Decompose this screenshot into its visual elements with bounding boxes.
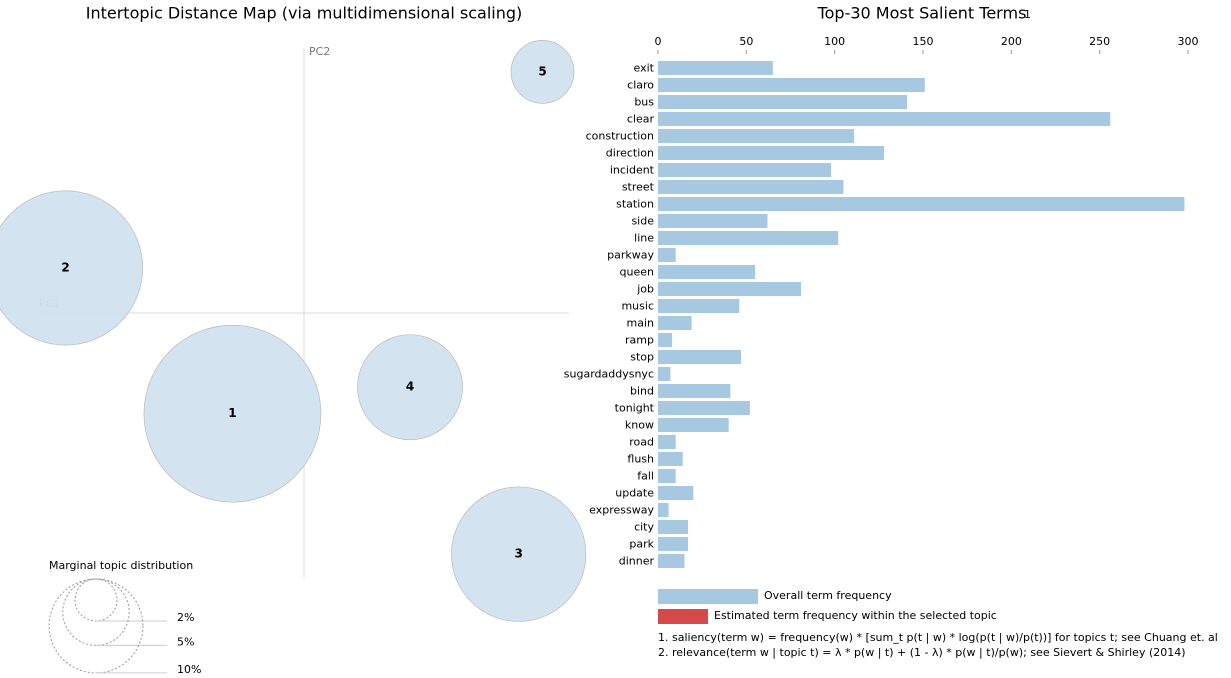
x-tick-label: 250: [1089, 35, 1110, 48]
bar: [658, 112, 1111, 126]
size-legend-circle: [62, 578, 130, 646]
bar: [658, 180, 844, 194]
bar: [658, 367, 671, 381]
legend-label: Estimated term frequency within the sele…: [714, 609, 997, 622]
footnote: 2. relevance(term w | topic t) = λ * p(w…: [658, 646, 1186, 659]
chart-title: Intertopic Distance Map (via multidimens…: [86, 4, 523, 23]
chart-title: Top-30 Most Salient Terms: [817, 4, 1027, 23]
y-tick-label: street: [622, 181, 655, 194]
bar: [658, 61, 773, 75]
y-tick-label: direction: [606, 147, 654, 160]
y-tick-label: parkway: [607, 249, 654, 262]
bar: [658, 333, 673, 347]
legend-swatch: [658, 589, 758, 604]
bar: [658, 350, 742, 364]
y-tick-label: park: [629, 538, 654, 551]
bar: [658, 537, 689, 551]
x-tick-label: 200: [1001, 35, 1022, 48]
size-legend-circle: [48, 578, 144, 674]
size-legend-title: Marginal topic distribution: [49, 559, 193, 572]
y-tick-label: incident: [610, 164, 655, 177]
y-tick-label: bind: [630, 385, 654, 398]
bar: [658, 316, 692, 330]
y-tick-label: expressway: [589, 504, 654, 517]
bar: [658, 469, 676, 483]
topic-bubble: [510, 39, 575, 104]
y-tick-label: job: [636, 283, 654, 296]
topic-bubble: [451, 486, 587, 622]
bar: [658, 299, 740, 313]
size-legend-label: 5%: [177, 635, 194, 648]
topic-bubble: [0, 190, 143, 346]
y-tick-label: sugardaddysnyc: [564, 368, 654, 381]
legend-label: Overall term frequency: [764, 589, 892, 602]
x-tick-label: 300: [1178, 35, 1199, 48]
y-tick-label: construction: [586, 130, 654, 143]
bar: [658, 265, 756, 279]
bar: [658, 520, 689, 534]
y-tick-label: station: [616, 198, 654, 211]
y-tick-label: main: [627, 317, 655, 330]
bar: [658, 435, 676, 449]
y-tick-label: bus: [634, 96, 654, 109]
topic-label: 2: [61, 260, 69, 274]
y-tick-label: dinner: [619, 555, 655, 568]
topic-label: 1: [228, 406, 236, 420]
y-tick-label: update: [615, 487, 654, 500]
topic-label: 4: [406, 380, 414, 394]
bar: [658, 384, 731, 398]
topic-bubble: [357, 334, 463, 441]
bar: [658, 231, 839, 245]
y-tick-label: flush: [627, 453, 654, 466]
y-tick-label: stop: [630, 351, 654, 364]
bar: [658, 197, 1185, 211]
x-tick-label: 50: [739, 35, 753, 48]
title-superscript: 1: [1024, 8, 1031, 21]
y-tick-label: road: [629, 436, 654, 449]
x-tick-label: 100: [824, 35, 845, 48]
y-tick-label: side: [631, 215, 654, 228]
bar: [658, 129, 855, 143]
size-legend-circle: [74, 578, 118, 622]
bar: [658, 95, 908, 109]
bar: [658, 452, 683, 466]
y-tick-label: ramp: [625, 334, 654, 347]
bar: [658, 214, 768, 228]
bar: [658, 248, 676, 262]
size-legend-label: 2%: [177, 611, 194, 624]
bar: [658, 503, 669, 517]
y-tick-label: fall: [637, 470, 654, 483]
x-tick-label: 0: [655, 35, 662, 48]
bar: [658, 282, 802, 296]
y-tick-label: music: [621, 300, 654, 313]
size-legend-label: 10%: [177, 663, 201, 676]
x-tick-label: 150: [913, 35, 934, 48]
y-tick-label: line: [634, 232, 654, 245]
y-tick-label: clear: [627, 113, 655, 126]
y-tick-label: city: [634, 521, 654, 534]
y-tick-label: know: [625, 419, 654, 432]
axis-label: PC2: [309, 45, 330, 58]
bar: [658, 163, 832, 177]
footnote: 1. saliency(term w) = frequency(w) * [su…: [658, 631, 1218, 644]
topic-bubble: [143, 324, 322, 503]
bar: [658, 418, 729, 432]
bar: [658, 554, 685, 568]
topic-label: 3: [514, 547, 522, 561]
y-tick-label: claro: [627, 79, 654, 92]
bar: [658, 78, 925, 92]
y-tick-label: queen: [620, 266, 654, 279]
bar: [658, 486, 694, 500]
bar: [658, 146, 885, 160]
y-tick-label: tonight: [615, 402, 655, 415]
y-tick-label: exit: [634, 62, 655, 75]
legend-swatch: [658, 609, 708, 624]
topic-label: 5: [538, 64, 546, 78]
bar: [658, 401, 750, 415]
